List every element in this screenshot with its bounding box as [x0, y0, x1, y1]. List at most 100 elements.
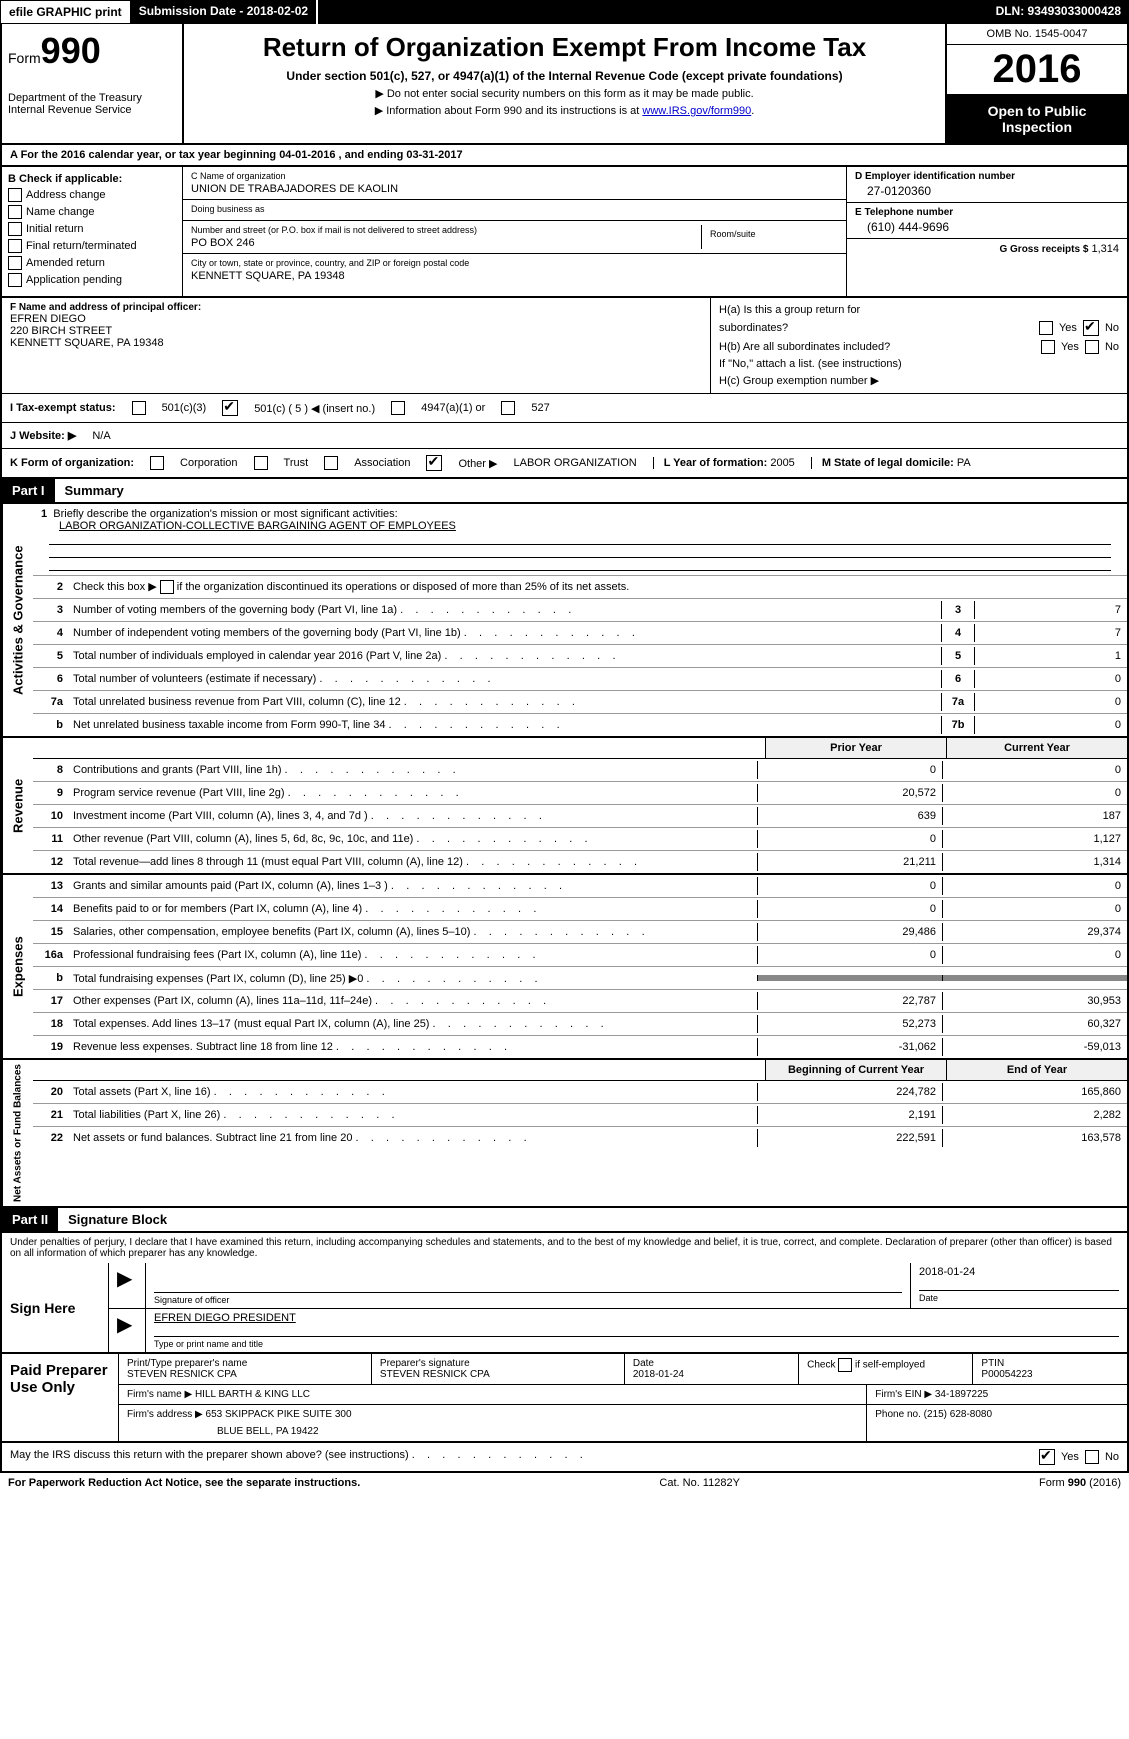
- revenue-line-10: Investment income (Part VIII, column (A)…: [69, 807, 757, 825]
- sign-here-label: Sign Here: [2, 1263, 109, 1352]
- hb-yes-checkbox[interactable]: [1041, 340, 1055, 354]
- expenses-line-16a: Professional fundraising fees (Part IX, …: [69, 946, 757, 964]
- revenue-line-11: Other revenue (Part VIII, column (A), li…: [69, 830, 757, 848]
- header-note-2: ▶ Information about Form 990 and its ins…: [192, 104, 937, 117]
- ha-no-checkbox[interactable]: [1083, 320, 1099, 336]
- checkbox-address-change[interactable]: Address change: [8, 188, 176, 202]
- other-value: LABOR ORGANIZATION: [513, 457, 636, 469]
- hb-note: If "No," attach a list. (see instruction…: [719, 358, 902, 370]
- other-checkbox[interactable]: [426, 455, 442, 471]
- expenses-row: 17Other expenses (Part IX, column (A), l…: [33, 990, 1127, 1013]
- expenses-row: 16aProfessional fundraising fees (Part I…: [33, 944, 1127, 967]
- ein-value: 27-0120360: [855, 182, 1119, 198]
- section-f-h: F Name and address of principal officer:…: [0, 298, 1129, 394]
- expenses-prior-16a: 0: [757, 946, 942, 964]
- line-2: Check this box ▶ if the organization dis…: [69, 577, 1127, 597]
- expenses-current-18: 60,327: [942, 1015, 1127, 1033]
- part-1-badge: Part I: [2, 479, 55, 502]
- section-c: C Name of organization UNION DE TRABAJAD…: [182, 167, 847, 296]
- line-7b-value: 0: [975, 716, 1127, 734]
- expenses-row: 19Revenue less expenses. Subtract line 1…: [33, 1036, 1127, 1058]
- 527-checkbox[interactable]: [501, 401, 515, 415]
- hb-no-checkbox[interactable]: [1085, 340, 1099, 354]
- revenue-prior-12: 21,211: [757, 853, 942, 871]
- firm-name: HILL BARTH & KING LLC: [195, 1389, 310, 1400]
- submission-date: Submission Date - 2018-02-02: [131, 0, 318, 24]
- part-2-badge: Part II: [2, 1208, 58, 1231]
- revenue-current-11: 1,127: [942, 830, 1127, 848]
- checkbox-initial-return[interactable]: Initial return: [8, 222, 176, 236]
- expenses-line-14: Benefits paid to or for members (Part IX…: [69, 900, 757, 918]
- dln-number: DLN: 93493033000428: [988, 0, 1129, 24]
- trust-checkbox[interactable]: [254, 456, 268, 470]
- corp-checkbox[interactable]: [150, 456, 164, 470]
- 501c-checkbox[interactable]: [222, 400, 238, 416]
- discuss-text: May the IRS discuss this return with the…: [10, 1449, 583, 1465]
- paid-preparer-block: Paid Preparer Use Only Print/Type prepar…: [0, 1354, 1129, 1443]
- revenue-section: Revenue Prior YearCurrent Year 8Contribu…: [0, 738, 1129, 875]
- netassets-prior-22: 222,591: [757, 1129, 942, 1147]
- section-b-label: B Check if applicable:: [8, 173, 176, 185]
- paid-preparer-label: Paid Preparer Use Only: [2, 1354, 119, 1441]
- preparer-name: STEVEN RESNICK CPA: [127, 1369, 363, 1380]
- netassets-line-21: Total liabilities (Part X, line 26): [69, 1106, 757, 1124]
- officer-label: F Name and address of principal officer:: [10, 302, 702, 313]
- form-title: Return of Organization Exempt From Incom…: [192, 32, 937, 63]
- preparer-signature: STEVEN RESNICK CPA: [380, 1369, 616, 1380]
- expenses-line-17: Other expenses (Part IX, column (A), lin…: [69, 992, 757, 1010]
- expenses-prior-15: 29,486: [757, 923, 942, 941]
- open-to-public: Open to Public Inspection: [947, 95, 1127, 143]
- officer-city: KENNETT SQUARE, PA 19348: [10, 337, 702, 349]
- dba-label: Doing business as: [191, 204, 838, 214]
- header-note-1: ▶ Do not enter social security numbers o…: [192, 87, 937, 100]
- hc-label: H(c) Group exemption number ▶: [719, 374, 879, 387]
- activities-vert-label: Activities & Governance: [2, 504, 33, 736]
- checkbox-final-return[interactable]: Final return/terminated: [8, 239, 176, 253]
- netassets-current-20: 165,860: [942, 1083, 1127, 1101]
- revenue-row: 11Other revenue (Part VIII, column (A), …: [33, 828, 1127, 851]
- expenses-row: 18Total expenses. Add lines 13–17 (must …: [33, 1013, 1127, 1036]
- discuss-yes-checkbox[interactable]: [1039, 1449, 1055, 1465]
- mission-value: LABOR ORGANIZATION-COLLECTIVE BARGAINING…: [41, 520, 1119, 532]
- line-5: Total number of individuals employed in …: [69, 647, 941, 665]
- dba-value: [191, 214, 838, 216]
- expenses-current-b: [942, 975, 1127, 981]
- checkbox-name-change[interactable]: Name change: [8, 205, 176, 219]
- website-row: J Website: ▶ N/A: [0, 423, 1129, 449]
- self-employed-checkbox[interactable]: [838, 1358, 852, 1372]
- revenue-prior-11: 0: [757, 830, 942, 848]
- checkbox-application-pending[interactable]: Application pending: [8, 273, 176, 287]
- revenue-line-8: Contributions and grants (Part VIII, lin…: [69, 761, 757, 779]
- revenue-row: 10Investment income (Part VIII, column (…: [33, 805, 1127, 828]
- revenue-current-12: 1,314: [942, 853, 1127, 871]
- ha-yes-checkbox[interactable]: [1039, 321, 1053, 335]
- perjury-statement: Under penalties of perjury, I declare th…: [0, 1233, 1129, 1263]
- revenue-row: 12Total revenue—add lines 8 through 11 (…: [33, 851, 1127, 873]
- revenue-line-9: Program service revenue (Part VIII, line…: [69, 784, 757, 802]
- form-number: Form990: [8, 30, 176, 72]
- telephone-value: (610) 444-9696: [855, 218, 1119, 234]
- line-6-value: 0: [975, 670, 1127, 688]
- netassets-row: 21Total liabilities (Part X, line 26)2,1…: [33, 1104, 1127, 1127]
- gross-receipts-label: G Gross receipts $: [999, 244, 1088, 255]
- signature-officer-label: Signature of officer: [154, 1292, 902, 1305]
- signature-date-label: Date: [919, 1290, 1119, 1303]
- discuss-no-checkbox[interactable]: [1085, 1450, 1099, 1464]
- firm-phone: (215) 628-8080: [924, 1409, 992, 1420]
- revenue-row: 8Contributions and grants (Part VIII, li…: [33, 759, 1127, 782]
- expenses-row: 13Grants and similar amounts paid (Part …: [33, 875, 1127, 898]
- signature-date-value: 2018-01-24: [919, 1266, 1119, 1278]
- expenses-vert-label: Expenses: [2, 875, 33, 1058]
- assoc-checkbox[interactable]: [324, 456, 338, 470]
- 4947-checkbox[interactable]: [391, 401, 405, 415]
- revenue-vert-label: Revenue: [2, 738, 33, 873]
- discontinued-checkbox[interactable]: [160, 580, 174, 594]
- footer-left: For Paperwork Reduction Act Notice, see …: [8, 1477, 360, 1489]
- expenses-line-18: Total expenses. Add lines 13–17 (must eq…: [69, 1015, 757, 1033]
- line-5-value: 1: [975, 647, 1127, 665]
- ein-label: D Employer identification number: [855, 171, 1119, 182]
- irs-link[interactable]: www.IRS.gov/form990: [642, 105, 751, 117]
- checkbox-amended-return[interactable]: Amended return: [8, 256, 176, 270]
- part-1-title: Summary: [55, 479, 134, 502]
- 501c3-checkbox[interactable]: [132, 401, 146, 415]
